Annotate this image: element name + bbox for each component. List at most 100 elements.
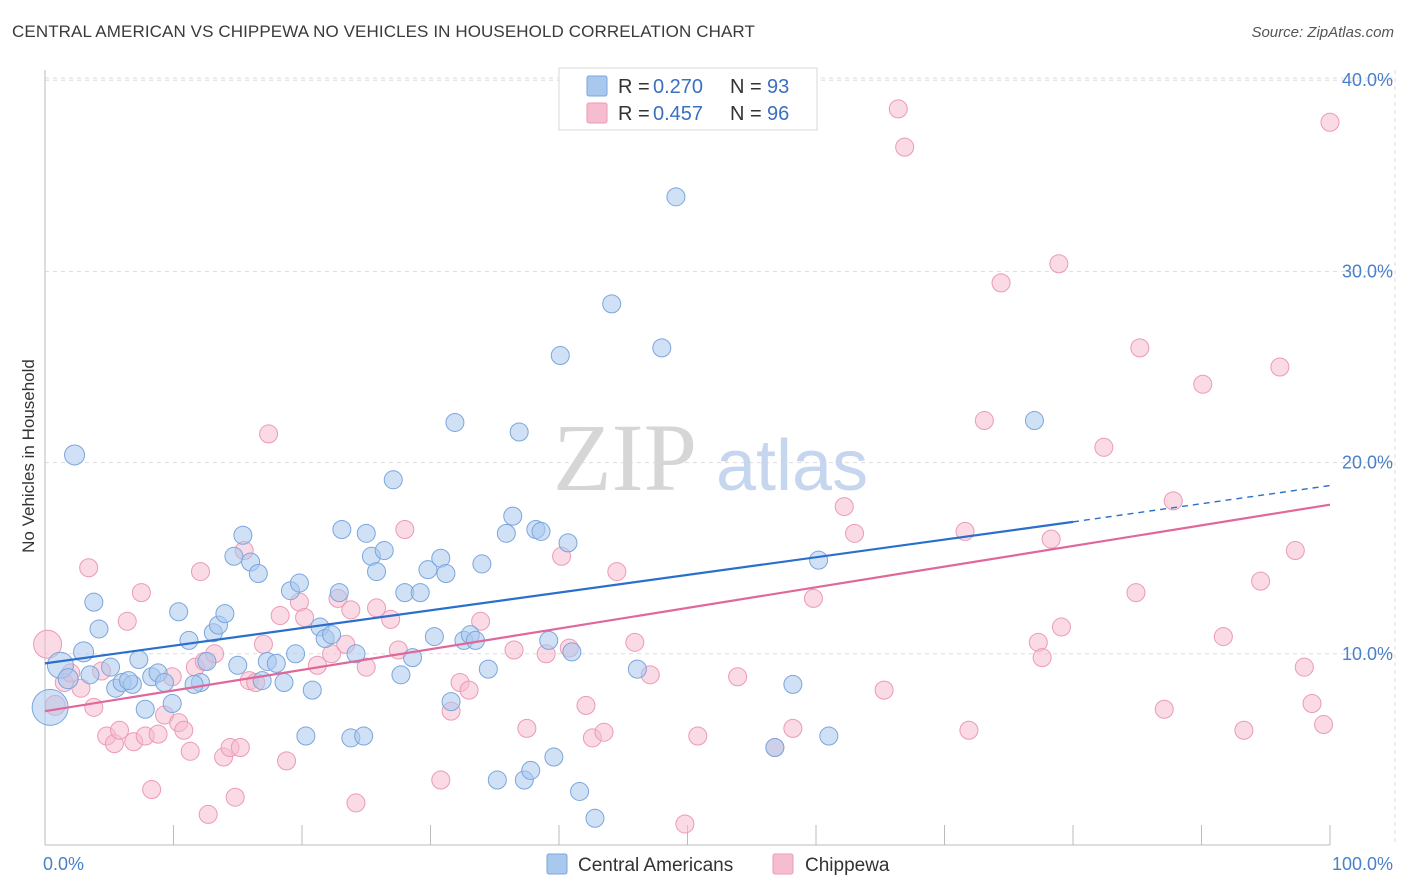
- chippewa-point: [230, 737, 250, 757]
- central-american-point: [585, 808, 605, 828]
- chippewa-point: [1213, 627, 1233, 647]
- chippewa-trend-line: [44, 503, 1331, 713]
- chippewa-point: [190, 562, 210, 582]
- chippewa-point: [1094, 437, 1114, 457]
- central-american-point: [503, 506, 523, 526]
- axes: [44, 70, 1331, 846]
- chippewa-point: [270, 606, 290, 626]
- central-american-point: [496, 523, 516, 543]
- chippewa-point: [675, 814, 695, 834]
- trend-lines: [44, 484, 1331, 713]
- central-american-point: [286, 644, 306, 664]
- central-american-point: [354, 726, 374, 746]
- central-american-point: [531, 521, 551, 541]
- chippewa-point: [1032, 648, 1052, 668]
- chippewa-point: [803, 588, 823, 608]
- central-american-point: [228, 655, 248, 675]
- chippewa-point: [341, 600, 361, 620]
- central-american-point: [550, 346, 570, 366]
- central-american-point: [197, 651, 217, 671]
- central-american-point: [367, 562, 387, 582]
- central-american-point: [266, 653, 286, 673]
- chart-title: CENTRAL AMERICAN VS CHIPPEWA NO VEHICLES…: [12, 22, 755, 41]
- central-american-point: [424, 627, 444, 647]
- central-american-point: [418, 560, 438, 580]
- central-american-point: [478, 659, 498, 679]
- chippewa-point: [845, 523, 865, 543]
- legend-r-value-1: 0.270: [653, 76, 703, 98]
- chippewa-point: [1163, 491, 1183, 511]
- chippewa-point: [1285, 541, 1305, 561]
- legend-n-label-1: N =: [730, 76, 762, 98]
- chippewa-point: [277, 751, 297, 771]
- bottom-legend-swatch-chippewa: [772, 853, 794, 875]
- central-american-point: [441, 692, 461, 712]
- chippewa-point: [576, 695, 596, 715]
- legend-r-label-1: R =: [618, 76, 650, 98]
- central-american-point: [562, 642, 582, 662]
- chippewa-point: [974, 411, 994, 431]
- central-american-point: [445, 412, 465, 432]
- chippewa-point: [783, 718, 803, 738]
- legend-r-label-2: R =: [618, 103, 650, 125]
- chippewa-point: [1051, 617, 1071, 637]
- central-american-point: [521, 760, 541, 780]
- bottom-legend-chippewa: Chippewa: [805, 855, 890, 876]
- bottom-legend-central: Central Americans: [578, 855, 733, 876]
- chippewa-point: [594, 722, 614, 742]
- chippewa-point: [79, 558, 99, 578]
- chippewa-point: [834, 497, 854, 517]
- source-label: Source: ZipAtlas.com: [1251, 24, 1394, 41]
- central-american-point: [215, 604, 235, 624]
- central-american-point: [233, 525, 253, 545]
- chippewa-point: [728, 667, 748, 687]
- chippewa-point: [1251, 571, 1271, 591]
- central-american-point: [289, 573, 309, 593]
- chippewa-point: [253, 634, 273, 654]
- chippewa-point: [198, 804, 218, 824]
- central-american-point: [410, 583, 430, 603]
- chippewa-point: [1270, 357, 1290, 377]
- chippewa-point: [142, 780, 162, 800]
- central-american-point: [472, 554, 492, 574]
- central-american-point: [129, 650, 149, 670]
- chippewa-point: [991, 273, 1011, 293]
- central-american-point: [666, 187, 686, 207]
- bottom-legend-swatch-central: [546, 853, 568, 875]
- chippewa-point: [381, 609, 401, 629]
- central-american-point: [765, 737, 785, 757]
- central-american-point: [101, 657, 121, 677]
- x-tick-label: 100.0%: [1332, 854, 1393, 874]
- chippewa-point: [1193, 374, 1213, 394]
- x-tick-labels: 0.0% 100.0%: [43, 854, 1393, 874]
- central-american-point: [224, 546, 244, 566]
- central-american-point: [652, 338, 672, 358]
- watermark-zip: ZIP: [553, 404, 697, 511]
- chippewa-point: [148, 724, 168, 744]
- chippewa-point: [1320, 112, 1340, 132]
- central-american-point: [162, 694, 182, 714]
- central-american-point: [329, 583, 349, 603]
- central-american-point: [84, 592, 104, 612]
- chippewa-point: [874, 680, 894, 700]
- central-american-point: [89, 619, 109, 639]
- chippewa-point: [131, 583, 151, 603]
- chippewa-point: [180, 741, 200, 761]
- chippewa-point: [959, 720, 979, 740]
- central-american-point: [356, 523, 376, 543]
- chippewa-point: [607, 562, 627, 582]
- chippewa-point: [1302, 694, 1322, 714]
- y-tick-label: 30.0%: [1342, 261, 1393, 281]
- chippewa-point: [225, 787, 245, 807]
- chippewa-point: [1041, 529, 1061, 549]
- central-american-point: [184, 674, 204, 694]
- central-american-trend-extension: [1072, 484, 1331, 523]
- central-american-point: [169, 602, 189, 622]
- central-american-point: [332, 520, 352, 540]
- central-american-trend-line: [44, 520, 1074, 665]
- central-american-point: [627, 659, 647, 679]
- legend-r-value-2: 0.457: [653, 103, 703, 125]
- chippewa-point: [33, 629, 63, 659]
- central-american-point: [558, 533, 578, 553]
- chippewa-point: [471, 611, 491, 631]
